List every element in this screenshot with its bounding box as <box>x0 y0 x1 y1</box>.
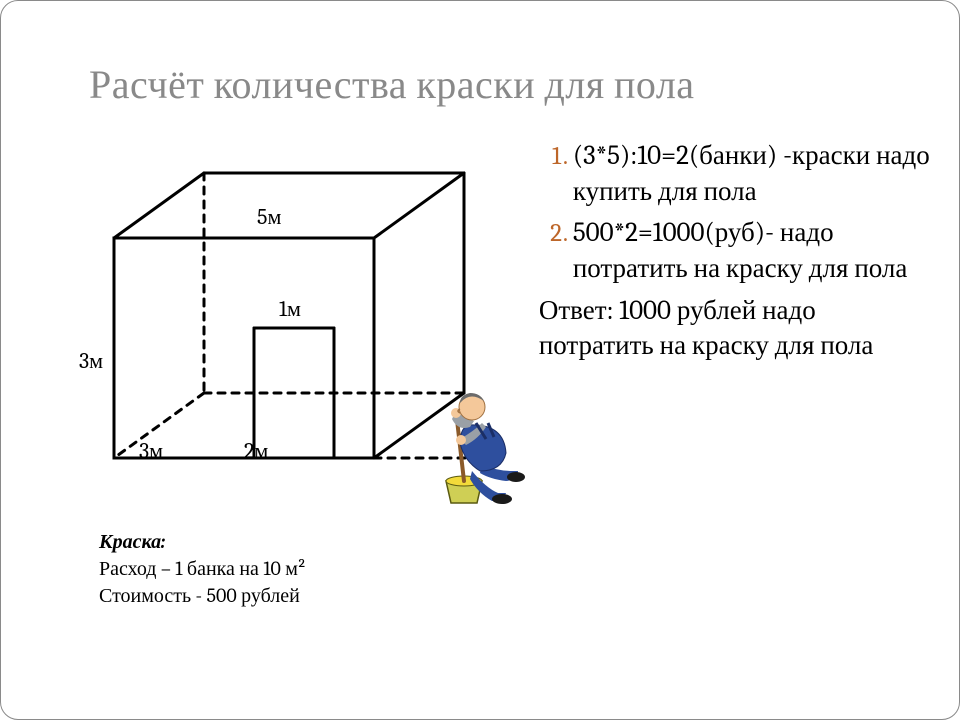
label-door-w: 1м <box>279 296 301 322</box>
paint-info-header: Краска: <box>99 528 539 555</box>
painter-icon <box>384 348 534 508</box>
room-diagram: 5м 1м 3м 3м 2м <box>49 138 529 518</box>
right-column: (3*5):10=2(банки) -краски надо купить дл… <box>539 138 931 609</box>
left-column: 5м 1м 3м 3м 2м Краска: Расход – 1 банка … <box>29 138 539 609</box>
paint-info-line1: Расход – 1 банка на 10 м² <box>99 555 539 582</box>
label-depth: 5м <box>257 204 281 230</box>
steps-list: (3*5):10=2(банки) -краски надо купить дл… <box>539 138 931 287</box>
label-height: 3м <box>79 348 103 374</box>
paint-info-line2: Стоимость - 500 рублей <box>99 582 539 609</box>
slide-frame: Расчёт количества краски для пола 5м 1м … <box>0 0 960 720</box>
slide-title: Расчёт количества краски для пола <box>89 61 931 108</box>
answer-text: Ответ: 1000 рублей надо потратить на кра… <box>539 293 931 364</box>
step-1: (3*5):10=2(банки) -краски надо купить дл… <box>573 138 931 209</box>
label-door-h: 2м <box>244 438 268 464</box>
paint-info: Краска: Расход – 1 банка на 10 м² Стоимо… <box>99 528 539 609</box>
step-2: 500*2=1000(руб)- надо потратить на краск… <box>573 215 931 286</box>
label-width: 3м <box>139 438 163 464</box>
content-row: 5м 1м 3м 3м 2м Краска: Расход – 1 банка … <box>29 138 931 609</box>
